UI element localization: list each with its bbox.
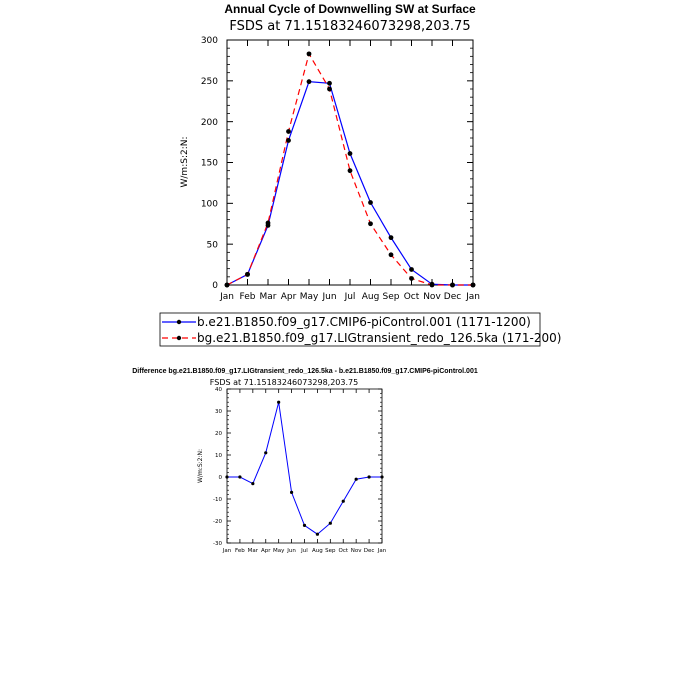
x-tick-label: Jun (286, 548, 296, 554)
x-tick-label: Mar (260, 292, 277, 302)
series-2-point (429, 282, 435, 288)
series-1-point (380, 475, 384, 479)
chart1-plot-frame (226, 39, 474, 286)
x-tick-label: Dec (444, 292, 461, 302)
series-1-point (302, 523, 307, 528)
chart2-subtitle: FSDS at 71.15183246073298,203.75 (210, 378, 358, 387)
legend-marker-1 (176, 319, 182, 325)
chart2-series (225, 400, 384, 536)
chart1-ticks: Jan Feb Mar Apr May Jun Jul Aug Sep Oct Nov Dec Jan0… (201, 36, 480, 302)
series-1-point (225, 475, 229, 479)
x-tick-label: May (273, 548, 285, 554)
y-tick-label: 100 (201, 199, 218, 209)
y-tick-label: 10 (215, 453, 222, 459)
series-2-point (245, 271, 250, 277)
x-tick-label: Apr (281, 292, 297, 302)
y-tick-label: 40 (215, 387, 222, 393)
chart2-title: Difference bg.e21.B1850.f09_g17.LIGtrans… (132, 368, 478, 375)
series-1-point (341, 499, 345, 503)
x-tick-label: Nov (351, 548, 362, 554)
legend-marker-2 (176, 335, 182, 341)
x-tick-label: Jun (321, 292, 336, 302)
series-2-point (286, 129, 291, 134)
series-line-1 (226, 81, 473, 286)
x-tick-label: Jan (222, 548, 232, 554)
series-1-point (354, 477, 358, 481)
legend-label-2: bg.e21.B1850.f09_g17.LIGtransient_redo_1… (197, 331, 561, 345)
x-tick-label: Feb (235, 548, 245, 554)
series-1-point (264, 451, 268, 455)
series-2-point (470, 282, 476, 288)
series-1-point (306, 79, 312, 85)
x-tick-label: Jul (300, 548, 308, 554)
series-2-point (327, 86, 332, 92)
series-1-point (315, 532, 320, 536)
x-tick-label: Sep (325, 548, 336, 554)
chart2-plot-frame (226, 388, 383, 544)
chart1-subtitle: FSDS at 71.15183246073298,203.75 (229, 19, 470, 34)
x-tick-label: Oct (338, 548, 348, 554)
chart1-series (224, 51, 476, 288)
x-tick-label: Nov (423, 292, 441, 302)
chart1-ylabel: W/m:S:2:N: (180, 137, 190, 188)
x-tick-label: Sep (383, 292, 400, 302)
y-tick-label: 0 (219, 475, 223, 481)
x-tick-label: Mar (248, 548, 259, 554)
x-tick-label: Jul (344, 292, 356, 302)
series-2-point (368, 221, 373, 227)
x-tick-label: Oct (404, 292, 420, 302)
series-line-1 (227, 402, 382, 535)
series-1-point (367, 475, 371, 479)
x-tick-label: Apr (261, 548, 271, 554)
series-2-point (306, 51, 312, 57)
y-tick-label: 50 (207, 240, 219, 250)
series-1-point (277, 400, 281, 404)
y-tick-label: 250 (201, 77, 218, 87)
series-2-point (224, 282, 230, 288)
x-tick-label: Aug (362, 292, 380, 302)
y-tick-label: -30 (213, 541, 222, 547)
series-2-point (388, 252, 394, 258)
y-tick-label: -10 (213, 497, 222, 503)
series-1-point (347, 151, 353, 156)
y-tick-label: 30 (215, 409, 222, 415)
x-tick-label: May (300, 292, 319, 302)
series-1-point (238, 475, 242, 479)
chart2-ylabel: W/m:S:2:N: (197, 449, 204, 483)
chart1-title: Annual Cycle of Downwelling SW at Surfac… (224, 2, 476, 16)
series-2-point (450, 282, 455, 288)
x-tick-label: Jan (219, 292, 234, 302)
series-1-point (327, 80, 332, 86)
chart2-ticks: Jan Feb Mar Apr May Jun Jul Aug Sep Oct Nov Dec Jan-… (213, 387, 387, 554)
x-tick-label: Aug (312, 548, 323, 554)
legend-box (159, 312, 541, 347)
y-tick-label: 150 (201, 159, 218, 169)
series-2-point (409, 276, 414, 281)
x-tick-label: Feb (240, 292, 256, 302)
legend-label-1: b.e21.B1850.f09_g17.CMIP6-piControl.001 … (197, 315, 531, 329)
series-1-point (286, 138, 291, 143)
y-tick-label: 0 (212, 281, 218, 291)
x-tick-label: Jan (465, 292, 480, 302)
y-tick-label: 20 (215, 431, 222, 437)
series-1-point (328, 521, 332, 525)
x-tick-label: Jan (377, 548, 387, 554)
series-2-point (347, 168, 353, 174)
y-tick-label: 300 (201, 36, 218, 46)
y-tick-label: -20 (213, 519, 222, 525)
series-1-point (388, 235, 394, 241)
series-1-point (409, 267, 414, 272)
series-1-point (368, 200, 373, 205)
y-tick-label: 200 (201, 118, 218, 128)
x-tick-label: Dec (364, 548, 375, 554)
series-2-point (265, 220, 271, 226)
series-1-point (289, 490, 294, 494)
series-1-point (251, 482, 255, 486)
